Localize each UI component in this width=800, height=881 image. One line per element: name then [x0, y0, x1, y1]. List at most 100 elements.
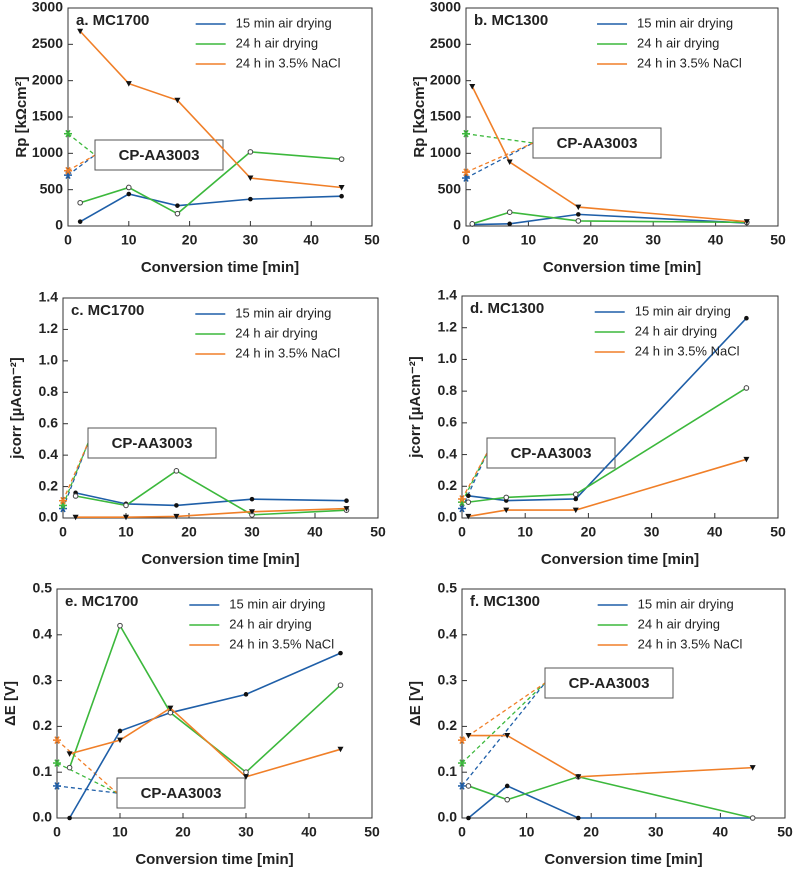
reference-link: [67, 133, 96, 156]
reference-marker: [53, 782, 61, 790]
point: [465, 513, 472, 520]
legend-label: 15 min air drying: [637, 15, 733, 30]
reference-link: [67, 154, 96, 172]
point: [743, 385, 750, 391]
series-line: [472, 213, 747, 226]
point: [749, 765, 756, 771]
point: [465, 783, 472, 789]
x-tick-label: 40: [303, 232, 319, 248]
plot-frame: [56, 588, 373, 819]
legend-label: 24 h in 3.5% NaCl: [235, 345, 340, 360]
panel-title: c. MC1700: [71, 302, 144, 319]
point: [247, 149, 254, 155]
point: [174, 503, 179, 508]
reference-star: [65, 166, 71, 175]
point: [126, 184, 132, 191]
point: [72, 514, 79, 521]
point: [77, 219, 83, 224]
x-tick-label: 50: [770, 232, 786, 248]
y-tick-label: 0.2: [33, 717, 53, 733]
x-tick-label: 0: [462, 232, 470, 248]
x-tick-label: 20: [581, 524, 597, 540]
reference-link: [465, 142, 534, 179]
y-tick-label: 2000: [32, 71, 63, 87]
panel: 0.0 0.2 0.4 0.6 0.8 1.0 1.2 1.4 0 10 20 30 40 50 Conve…: [8, 289, 386, 568]
x-tick-label: 50: [370, 524, 386, 540]
annotation: CP-AA3003: [141, 785, 222, 802]
reference-link: [465, 142, 534, 173]
x-tick-label: 50: [777, 824, 793, 840]
x-tick-label: 20: [182, 232, 198, 248]
annotation-box: [116, 777, 246, 809]
plot-frame: [465, 7, 779, 227]
point: [504, 796, 511, 803]
reference-star: [463, 129, 469, 138]
point: [243, 774, 249, 780]
legend-label: 15 min air drying: [235, 305, 331, 320]
reference-star: [54, 759, 60, 767]
x-tick-label: 50: [770, 524, 786, 540]
reference-link: [67, 154, 96, 176]
point: [576, 212, 581, 217]
point: [575, 218, 582, 224]
point: [506, 159, 513, 166]
annotation-box: [94, 139, 224, 171]
y-tick-label: 0: [453, 217, 461, 233]
plot-frame: [62, 297, 379, 519]
y-tick-label: 1500: [430, 108, 461, 124]
point: [167, 705, 174, 712]
series-line: [468, 775, 753, 819]
y-tick-label: 1.4: [438, 287, 458, 303]
reference-link: [62, 442, 89, 501]
panel: 0 500 1000 1500 2000 2500 3000 0 10 20 30 40 50 Conve…: [411, 0, 786, 276]
x-tick-label: 30: [243, 232, 259, 248]
y-axis-label: jcorr [µAcm⁻²]: [8, 357, 25, 460]
reference-link: [461, 682, 546, 787]
y-tick-label: 1.4: [39, 289, 59, 305]
legend-label: 24 h air drying: [229, 616, 311, 631]
series-line: [69, 707, 341, 778]
x-axis-label: Conversion time [min]: [141, 551, 299, 568]
annotation-box: [532, 127, 662, 159]
reference-marker: [458, 495, 466, 503]
y-tick-label: 1.2: [39, 320, 59, 336]
x-tick-label: 40: [708, 232, 724, 248]
point: [507, 221, 512, 227]
x-tick-label: 10: [521, 232, 537, 248]
point: [749, 815, 756, 821]
y-tick-label: 2500: [32, 35, 63, 51]
annotation-box: [544, 667, 674, 699]
annotation-box: [87, 427, 217, 459]
reference-star: [459, 759, 465, 767]
panel: 0 500 1000 1500 2000 2500 3000 0 10 20 30 40 50 Conve…: [13, 0, 380, 276]
reference-link: [465, 133, 534, 144]
reference-star: [65, 129, 71, 138]
y-tick-label: 0.6: [39, 414, 59, 430]
y-axis-label: Rp [kΩcm²]: [13, 76, 30, 157]
series-line: [468, 458, 747, 518]
point: [249, 496, 255, 502]
x-tick-label: 40: [301, 824, 317, 840]
x-tick-label: 20: [181, 524, 197, 540]
point: [117, 622, 123, 629]
reference-link: [56, 739, 118, 794]
point: [66, 751, 73, 757]
point: [66, 764, 73, 771]
point: [469, 83, 476, 90]
reference-star: [459, 782, 465, 790]
legend-label: 24 h in 3.5% NaCl: [638, 636, 743, 651]
y-tick-label: 0.6: [438, 414, 458, 430]
series-line: [467, 785, 753, 819]
x-tick-label: 40: [307, 524, 323, 540]
legend-label: 15 min air drying: [638, 596, 734, 611]
y-tick-label: 0.1: [33, 763, 53, 779]
point: [575, 204, 582, 211]
x-tick-label: 40: [713, 824, 729, 840]
y-tick-label: 0.8: [39, 383, 59, 399]
y-tick-label: 3000: [430, 0, 461, 15]
series-line: [79, 193, 342, 223]
point: [469, 221, 476, 227]
panel: 0.0 0.1 0.2 0.3 0.4 0.5 0 10 20 30 40 50 Conversion …: [407, 580, 793, 868]
y-axis-label: Rp [kΩcm²]: [411, 76, 428, 157]
